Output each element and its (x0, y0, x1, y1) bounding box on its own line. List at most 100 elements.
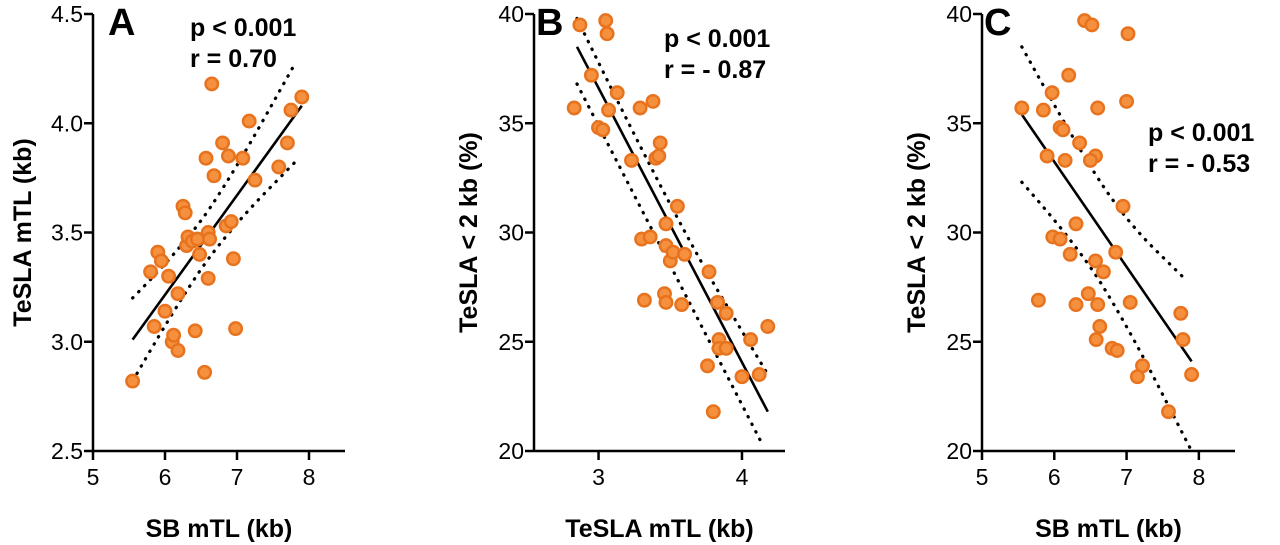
p-value-label: p < 0.001 (664, 25, 770, 53)
data-point (1068, 216, 1084, 232)
data-point (1119, 93, 1135, 109)
panel-letter: B (536, 2, 563, 44)
y-tick-label: 4.0 (51, 110, 83, 136)
data-point (710, 294, 726, 310)
y-tick-label: 35 (946, 110, 972, 136)
panel-letter: A (108, 2, 135, 44)
data-point (1108, 244, 1124, 260)
data-point (636, 292, 652, 308)
y-tick-label: 40 (946, 1, 972, 27)
data-point (1090, 297, 1106, 313)
r-value-label: r = - 0.87 (664, 56, 766, 84)
data-point (143, 264, 159, 280)
data-point (166, 327, 182, 343)
x-tick-label: 8 (303, 464, 316, 490)
data-point (1095, 264, 1111, 280)
data-point (1062, 246, 1078, 262)
data-point (632, 100, 648, 116)
data-point (247, 172, 263, 188)
panel-a: 2.5 3.0 3.5 4.0 4.5 5 6 7 8 SB mTL (kb) TeSLA mTL … (9, 1, 345, 543)
data-point (642, 229, 658, 245)
panel-c: 20 25 30 35 40 5 6 7 8 SB mTL (kb) TeSLA < 2 kb (%… (903, 1, 1254, 543)
data-point (1057, 152, 1073, 168)
data-point (658, 294, 674, 310)
regression-line (131, 105, 303, 341)
r-value-label: r = - 0.53 (1148, 150, 1250, 178)
y-tick-label: 30 (946, 220, 972, 246)
panel-b: 20 25 30 35 40 3 4 TeSLA mTL (kb) TeSLA < 2 kb (… (455, 1, 785, 543)
ci-upper-line (1020, 45, 1186, 280)
x-tick-label: 7 (1120, 464, 1133, 490)
data-point (197, 364, 213, 380)
x-tick-label: 5 (976, 464, 989, 490)
data-point (1055, 122, 1071, 138)
data-point (235, 150, 251, 166)
y-tick-label: 30 (498, 220, 524, 246)
y-tick-label: 25 (946, 329, 972, 355)
data-point (1068, 297, 1084, 313)
data-point (566, 100, 582, 116)
data-point (677, 246, 693, 262)
data-point (157, 303, 173, 319)
r-value-label: r = 0.70 (190, 45, 277, 73)
data-point (700, 358, 715, 374)
data-point (170, 343, 186, 358)
data-point (1014, 100, 1030, 116)
data-point (1092, 319, 1108, 334)
data-point (601, 102, 617, 118)
data-point (718, 305, 734, 321)
y-axis-title: TeSLA < 2 kb (%) (903, 132, 931, 333)
data-point (1173, 305, 1189, 321)
y-tick-label: 20 (946, 438, 972, 464)
data-point (204, 76, 220, 92)
data-point (223, 214, 239, 230)
data-point (1080, 286, 1096, 302)
data-point (583, 67, 599, 83)
data-point (1035, 102, 1051, 118)
data-point (718, 340, 734, 356)
data-point (609, 85, 625, 101)
data-point (153, 253, 169, 269)
x-axis-title: TeSLA mTL (kb) (565, 515, 753, 543)
data-point (202, 231, 218, 247)
data-point (241, 113, 257, 129)
x-tick-label: 5 (87, 464, 100, 490)
data-point (1120, 26, 1136, 42)
data-point (1175, 332, 1191, 348)
data-point (665, 244, 681, 260)
data-point (645, 93, 661, 109)
data-point (598, 13, 614, 29)
data-point (734, 369, 750, 385)
data-point (146, 319, 162, 334)
data-point (1129, 369, 1145, 385)
data-point (1161, 404, 1176, 420)
data-point (1044, 85, 1060, 101)
x-tick-label: 8 (1192, 464, 1205, 490)
data-point (206, 168, 222, 184)
data-point (1115, 198, 1131, 214)
x-tick-label: 6 (159, 464, 172, 490)
data-point (1030, 292, 1046, 308)
p-value-label: p < 0.001 (190, 14, 296, 42)
data-point (595, 122, 611, 138)
panel-letter: C (984, 2, 1011, 44)
y-tick-label: 25 (498, 329, 524, 355)
data-point (1090, 100, 1106, 116)
x-tick-label: 7 (231, 464, 244, 490)
y-tick-label: 20 (498, 438, 524, 464)
data-point (125, 373, 141, 389)
data-point (1088, 253, 1103, 269)
data-point (674, 297, 690, 313)
data-point (1109, 343, 1125, 358)
data-point (283, 102, 299, 118)
data-point (228, 321, 244, 337)
data-point (271, 159, 287, 175)
data-point (651, 148, 667, 164)
data-point (1061, 67, 1077, 83)
data-point (1052, 231, 1068, 247)
ci-lower-line (1020, 180, 1194, 453)
data-point (760, 319, 776, 334)
data-point (198, 150, 214, 166)
data-point (170, 286, 186, 302)
